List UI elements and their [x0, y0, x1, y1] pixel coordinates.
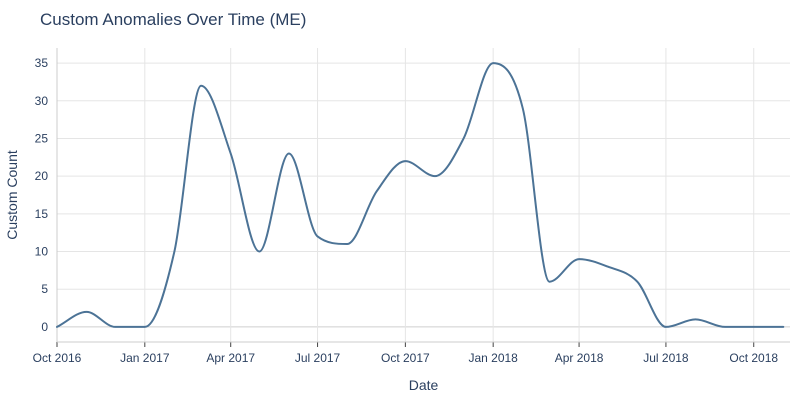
- data-point: [752, 325, 756, 329]
- y-tick-label: 35: [35, 56, 49, 70]
- gridlines: [56, 48, 790, 342]
- data-point: [229, 152, 233, 156]
- data-point: [491, 61, 495, 65]
- data-point: [257, 250, 261, 254]
- x-tick-label: Oct 2016: [33, 351, 82, 365]
- y-axis-title: Custom Count: [4, 150, 20, 240]
- data-point: [694, 317, 698, 321]
- y-tick-label: 10: [35, 245, 49, 259]
- x-tick-label: Apr 2017: [206, 351, 255, 365]
- data-point: [781, 325, 785, 329]
- data-point: [316, 234, 320, 238]
- y-tick-label: 30: [35, 94, 49, 108]
- data-point: [345, 242, 349, 246]
- data-point: [113, 325, 117, 329]
- data-point: [375, 189, 379, 193]
- y-tick-label: 20: [35, 169, 49, 183]
- y-tick-label: 0: [41, 320, 48, 334]
- data-point: [85, 310, 89, 314]
- x-axis-title: Date: [409, 377, 439, 393]
- data-point: [723, 325, 727, 329]
- y-tick-label: 15: [35, 207, 49, 221]
- data-point: [635, 280, 639, 284]
- x-tick-label: Oct 2017: [381, 351, 430, 365]
- x-tick-label: Oct 2018: [729, 351, 778, 365]
- data-point: [606, 265, 610, 269]
- data-point: [664, 325, 668, 329]
- data-point: [433, 174, 437, 178]
- data-point: [172, 250, 176, 254]
- series-line: [56, 62, 785, 328]
- data-point: [462, 136, 466, 140]
- x-tick-label: Jan 2018: [468, 351, 518, 365]
- x-tick-label: Jul 2017: [295, 351, 341, 365]
- axes: [56, 48, 790, 347]
- data-point: [403, 159, 407, 163]
- y-tick-label: 25: [35, 131, 49, 145]
- tick-labels: 0 5 10 15 20 25 30 35 Oct 2016 Jan 2017 Apr 2017 Ju…: [33, 56, 779, 365]
- chart-title: Custom Anomalies Over Time (ME): [40, 10, 307, 29]
- data-point: [521, 106, 525, 110]
- x-tick-label: Apr 2018: [555, 351, 604, 365]
- data-point: [143, 325, 147, 329]
- y-tick-label: 5: [41, 282, 48, 296]
- data-point: [55, 325, 59, 329]
- series-layer: [55, 61, 785, 329]
- data-point: [547, 280, 551, 284]
- x-tick-label: Jan 2017: [120, 351, 170, 365]
- x-tick-label: Jul 2018: [643, 351, 689, 365]
- data-point: [199, 84, 203, 88]
- data-point: [577, 257, 581, 261]
- data-point: [287, 152, 291, 156]
